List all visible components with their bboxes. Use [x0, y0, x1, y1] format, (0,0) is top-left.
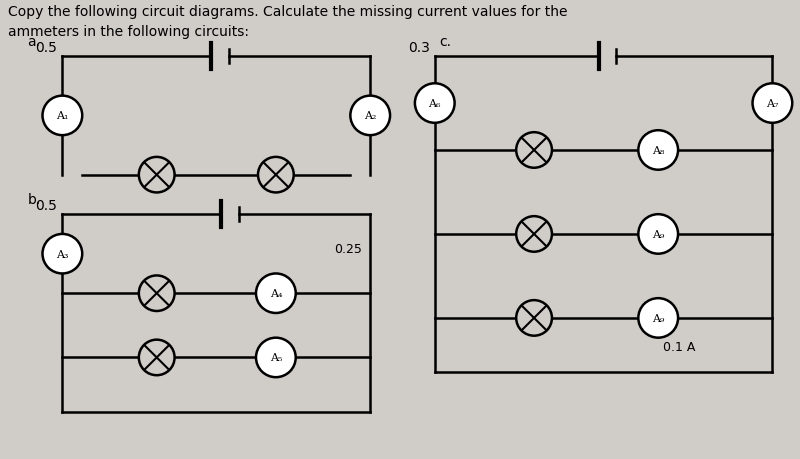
- Text: A₂: A₂: [364, 111, 376, 121]
- Text: a.: a.: [28, 35, 41, 49]
- Circle shape: [350, 96, 390, 136]
- Circle shape: [638, 298, 678, 338]
- Text: A₅: A₅: [270, 353, 282, 363]
- Text: ammeters in the following circuits:: ammeters in the following circuits:: [8, 24, 249, 39]
- Text: 0.1 A: 0.1 A: [663, 340, 695, 353]
- Circle shape: [516, 217, 552, 252]
- Circle shape: [42, 96, 82, 136]
- Text: 0.5: 0.5: [35, 199, 58, 213]
- Text: A₃: A₃: [56, 249, 69, 259]
- Circle shape: [753, 84, 792, 123]
- Text: A₈: A₈: [652, 146, 664, 156]
- Text: Copy the following circuit diagrams. Calculate the missing current values for th: Copy the following circuit diagrams. Cal…: [8, 5, 567, 19]
- Circle shape: [256, 274, 296, 313]
- Text: A₉: A₉: [652, 230, 664, 240]
- Circle shape: [139, 276, 174, 311]
- Text: A₉: A₉: [652, 313, 664, 323]
- Text: 0.5: 0.5: [35, 41, 58, 55]
- Circle shape: [638, 131, 678, 170]
- Text: A₁: A₁: [56, 111, 69, 121]
- Text: A₄: A₄: [270, 289, 282, 298]
- Circle shape: [516, 301, 552, 336]
- Circle shape: [415, 84, 454, 123]
- Circle shape: [516, 133, 552, 168]
- Text: 0.25: 0.25: [334, 243, 362, 256]
- Text: b.: b.: [28, 193, 41, 207]
- Circle shape: [139, 340, 174, 375]
- Text: c.: c.: [440, 35, 452, 49]
- Circle shape: [256, 338, 296, 377]
- Circle shape: [42, 235, 82, 274]
- Text: A₇: A₇: [766, 99, 778, 109]
- Circle shape: [139, 157, 174, 193]
- Text: A₆: A₆: [429, 99, 441, 109]
- Text: 0.3: 0.3: [408, 41, 430, 55]
- Circle shape: [638, 215, 678, 254]
- Circle shape: [258, 157, 294, 193]
